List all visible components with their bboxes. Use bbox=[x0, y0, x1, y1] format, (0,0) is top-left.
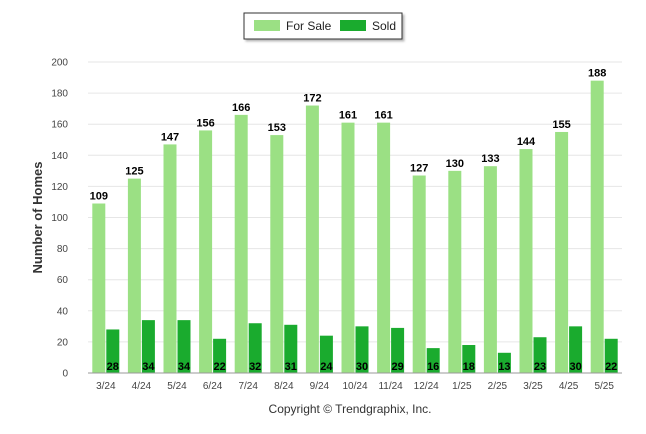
bar-for-sale bbox=[377, 122, 391, 374]
bar-for-sale bbox=[127, 178, 141, 373]
x-tick-label: 4/24 bbox=[132, 381, 152, 392]
bar-sold bbox=[355, 326, 369, 373]
x-tick-label: 6/24 bbox=[203, 381, 223, 392]
data-label-for-sale: 144 bbox=[517, 136, 536, 148]
y-tick-label: 160 bbox=[51, 120, 68, 131]
data-label-sold: 30 bbox=[569, 361, 581, 373]
x-tick-label: 8/24 bbox=[274, 381, 294, 392]
bar-for-sale bbox=[590, 80, 604, 373]
x-tick-label: 5/25 bbox=[594, 381, 614, 392]
y-tick-label: 120 bbox=[51, 182, 68, 193]
x-tick-label: 7/24 bbox=[238, 381, 258, 392]
data-label-for-sale: 161 bbox=[374, 110, 392, 122]
x-tick-label: 10/24 bbox=[342, 381, 367, 392]
bar-for-sale bbox=[519, 149, 533, 373]
bar-sold bbox=[284, 324, 298, 373]
bar-sold bbox=[141, 320, 155, 373]
x-tick-label: 5/24 bbox=[167, 381, 187, 392]
bar-sold bbox=[391, 327, 405, 373]
bar-sold bbox=[213, 338, 227, 373]
data-label-for-sale: 172 bbox=[303, 93, 321, 105]
bar-sold bbox=[248, 323, 262, 373]
y-tick-label: 200 bbox=[51, 58, 68, 69]
data-label-sold: 13 bbox=[498, 361, 510, 373]
data-label-sold: 34 bbox=[178, 361, 191, 373]
y-tick-label: 60 bbox=[57, 275, 69, 286]
bar-for-sale bbox=[270, 135, 284, 373]
data-label-sold: 23 bbox=[534, 361, 546, 373]
bar-for-sale bbox=[305, 105, 319, 373]
bar-sold bbox=[319, 335, 333, 373]
data-label-for-sale: 156 bbox=[196, 117, 214, 129]
bar-for-sale bbox=[412, 175, 426, 373]
y-tick-label: 100 bbox=[51, 213, 68, 224]
data-label-sold: 34 bbox=[142, 361, 155, 373]
bar-sold bbox=[462, 345, 476, 373]
x-tick-label: 9/24 bbox=[310, 381, 330, 392]
x-tick-label: 1/25 bbox=[452, 381, 472, 392]
x-tick-label: 11/24 bbox=[378, 381, 403, 392]
legend-label-sold: Sold bbox=[372, 19, 396, 33]
data-label-for-sale: 155 bbox=[552, 119, 570, 131]
bar-for-sale bbox=[483, 166, 497, 373]
y-tick-label: 80 bbox=[57, 244, 69, 255]
bars: 1092812534147341562216632153311722416130… bbox=[90, 68, 618, 374]
bar-sold bbox=[604, 338, 618, 373]
bar-for-sale bbox=[92, 203, 106, 373]
data-label-sold: 24 bbox=[320, 361, 333, 373]
bar-sold bbox=[497, 352, 511, 373]
legend-swatch-sold bbox=[340, 20, 366, 31]
x-tick-label: 3/24 bbox=[96, 381, 116, 392]
y-tick-label: 140 bbox=[51, 151, 68, 162]
bar-for-sale bbox=[555, 131, 569, 373]
data-label-for-sale: 161 bbox=[339, 110, 357, 122]
data-label-sold: 18 bbox=[463, 361, 475, 373]
legend-swatch-for-sale bbox=[254, 20, 280, 31]
data-label-for-sale: 133 bbox=[481, 153, 499, 165]
data-label-sold: 30 bbox=[356, 361, 368, 373]
copyright-text: Copyright © Trendgraphix, Inc. bbox=[269, 402, 432, 416]
bar-sold bbox=[569, 326, 583, 373]
y-tick-label: 180 bbox=[51, 89, 68, 100]
data-label-for-sale: 127 bbox=[410, 163, 428, 175]
data-label-for-sale: 130 bbox=[446, 158, 464, 170]
data-label-sold: 16 bbox=[427, 361, 439, 373]
legend: For Sale Sold bbox=[243, 12, 403, 40]
x-tick-label: 12/24 bbox=[414, 381, 439, 392]
bar-sold bbox=[426, 348, 440, 373]
data-label-for-sale: 166 bbox=[232, 102, 250, 114]
data-label-for-sale: 188 bbox=[588, 68, 606, 80]
bar-sold bbox=[106, 329, 120, 373]
y-tick-label: 40 bbox=[57, 306, 69, 317]
bar-for-sale bbox=[448, 170, 462, 373]
bar-for-sale bbox=[341, 122, 355, 374]
data-label-sold: 28 bbox=[107, 361, 119, 373]
data-label-sold: 31 bbox=[285, 361, 297, 373]
x-tick-label: 3/25 bbox=[523, 381, 543, 392]
bar-for-sale bbox=[199, 130, 213, 373]
legend-label-for-sale: For Sale bbox=[286, 19, 332, 33]
y-axis-ticks: 0 20 40 60 80 100 120 140 160 180 200 bbox=[51, 58, 68, 380]
bar-sold bbox=[533, 337, 547, 373]
data-label-sold: 29 bbox=[391, 361, 403, 373]
bar-for-sale bbox=[234, 114, 248, 374]
x-tick-label: 4/25 bbox=[559, 381, 579, 392]
bar-for-sale bbox=[163, 144, 177, 373]
data-label-sold: 22 bbox=[213, 361, 225, 373]
x-axis-ticks: 3/24 4/24 5/24 6/24 7/24 8/24 9/24 10/24 11/24 12… bbox=[96, 381, 614, 392]
data-label-sold: 22 bbox=[605, 361, 617, 373]
y-axis-label: Number of Homes bbox=[30, 162, 45, 274]
data-label-for-sale: 147 bbox=[161, 131, 179, 143]
bar-sold bbox=[177, 320, 191, 373]
data-label-for-sale: 153 bbox=[268, 122, 286, 134]
data-label-sold: 32 bbox=[249, 361, 261, 373]
y-tick-label: 0 bbox=[62, 369, 68, 380]
data-label-for-sale: 109 bbox=[90, 191, 108, 203]
data-label-for-sale: 125 bbox=[125, 166, 143, 178]
y-tick-label: 20 bbox=[57, 337, 69, 348]
x-tick-label: 2/25 bbox=[488, 381, 508, 392]
